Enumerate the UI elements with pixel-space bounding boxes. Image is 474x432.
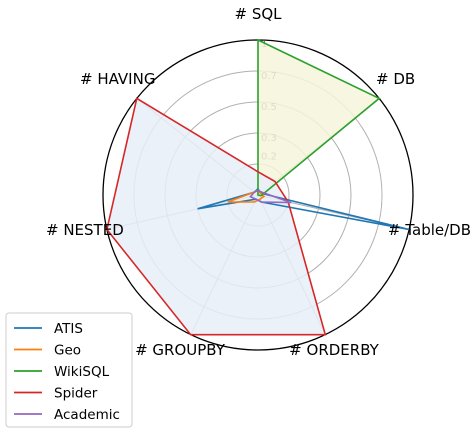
legend-label-spider: Spider <box>54 386 98 402</box>
axis-label-5: # GROUPBY <box>135 341 226 359</box>
legend-label-wikisql: WikiSQL <box>54 364 110 380</box>
series-line-spider <box>106 97 327 336</box>
legend-label-geo: Geo <box>54 343 81 359</box>
series-layer <box>106 38 410 336</box>
axis-label-4: # ORDERBY <box>289 341 379 359</box>
axis-label-layer: # SQL # DB # Table/DB # ORDERBY # GROUPBY # N… <box>46 5 471 359</box>
legend-label-atis: ATIS <box>54 321 83 337</box>
axis-label-3: # Table/DB <box>388 221 471 239</box>
axis-label-7: # HAVING <box>80 70 155 88</box>
axis-label-2: # DB <box>376 70 415 88</box>
legend-label-academic: Academic <box>54 407 120 423</box>
legend-box <box>5 312 133 428</box>
series-line-wikisql <box>257 38 381 197</box>
axis-label-1: # SQL <box>234 5 282 23</box>
fill-layer <box>106 40 380 335</box>
axis-label-6: # NESTED <box>46 221 124 239</box>
series-fill-wikisql <box>258 40 380 196</box>
series-fill-spider <box>106 98 326 335</box>
legend: ATIS Geo WikiSQL Spider Academic <box>5 312 133 428</box>
series-line-academic <box>249 189 292 204</box>
